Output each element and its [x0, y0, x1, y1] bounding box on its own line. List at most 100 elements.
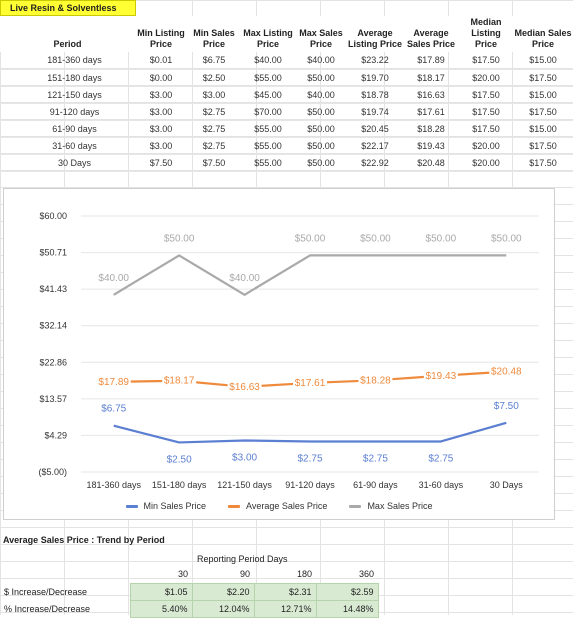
- sheet-title-cell[interactable]: Live Resin & Solventless: [0, 0, 136, 16]
- cell-min-listing-price[interactable]: $0.00: [135, 69, 187, 87]
- cell-period[interactable]: 61-90 days: [0, 120, 135, 138]
- cell-average-listing-price[interactable]: $22.17: [347, 137, 403, 155]
- cell-average-listing-price[interactable]: $18.78: [347, 86, 403, 104]
- trend-section-title[interactable]: Average Sales Price : Trend by Period: [3, 535, 165, 545]
- cell-max-sales-price[interactable]: $50.00: [295, 120, 347, 138]
- cell-period[interactable]: 151-180 days: [0, 69, 135, 87]
- cell-median-sales-price[interactable]: $17.50: [513, 69, 573, 87]
- cell-min-sales-price[interactable]: $6.75: [187, 52, 241, 70]
- series-line-0: [113, 421, 507, 444]
- cell-min-listing-price[interactable]: $3.00: [135, 103, 187, 121]
- cell-average-sales-price[interactable]: $18.28: [403, 120, 459, 138]
- cell-average-listing-price[interactable]: $19.70: [347, 69, 403, 87]
- trend-col-30[interactable]: 30: [177, 569, 188, 580]
- trend-cell[interactable]: $2.20: [191, 582, 255, 601]
- cell-average-sales-price[interactable]: $19.43: [403, 137, 459, 155]
- header-min-sales-price[interactable]: Min Sales Price: [187, 16, 241, 52]
- cell-period[interactable]: 181-360 days: [0, 52, 135, 70]
- cell-max-listing-price[interactable]: $55.00: [241, 69, 295, 87]
- cell-median-listing-price[interactable]: $17.50: [459, 103, 513, 121]
- trend-row-label[interactable]: % Increase/Decrease: [4, 603, 91, 614]
- cell-min-sales-price[interactable]: $2.75: [187, 103, 241, 121]
- cell-average-listing-price[interactable]: $22.92: [347, 154, 403, 172]
- cell-max-listing-price[interactable]: $55.00: [241, 137, 295, 155]
- cell-median-sales-price[interactable]: $17.50: [513, 103, 573, 121]
- cell-average-listing-price[interactable]: $23.22: [347, 52, 403, 70]
- trend-cell[interactable]: $2.59: [315, 582, 379, 601]
- cell-max-listing-price[interactable]: $40.00: [241, 52, 295, 70]
- header-median-sales-price[interactable]: Median Sales Price: [513, 16, 573, 52]
- cell-min-listing-price[interactable]: $7.50: [135, 154, 187, 172]
- header-max-listing-price[interactable]: Max Listing Price: [241, 16, 295, 52]
- trend-subtitle[interactable]: Reporting Period Days: [197, 554, 288, 564]
- cell-median-listing-price[interactable]: $17.50: [459, 120, 513, 138]
- cell-min-listing-price[interactable]: $3.00: [135, 86, 187, 104]
- cell-period[interactable]: 31-60 days: [0, 137, 135, 155]
- cell-average-sales-price[interactable]: $17.89: [403, 52, 459, 70]
- cell-min-sales-price[interactable]: $7.50: [187, 154, 241, 172]
- header-median-listing-price[interactable]: Median Listing Price: [459, 16, 513, 52]
- trend-col-90[interactable]: 90: [239, 569, 250, 580]
- cell-min-listing-price[interactable]: $0.01: [135, 52, 187, 70]
- cell-period[interactable]: 30 Days: [0, 154, 135, 172]
- cell-period[interactable]: 91-120 days: [0, 103, 135, 121]
- cell-median-sales-price[interactable]: $17.50: [513, 154, 573, 172]
- cell-max-sales-price[interactable]: $50.00: [295, 137, 347, 155]
- table-row: 181-360 days $0.01 $6.75 $40.00 $40.00 $23.22…: [0, 52, 573, 70]
- cell-min-sales-price[interactable]: $2.75: [187, 137, 241, 155]
- table-row: 30 Days $7.50 $7.50 $55.00 $50.00 $22.92 $20.4…: [0, 154, 573, 172]
- cell-median-listing-price[interactable]: $20.00: [459, 137, 513, 155]
- x-tick-label: 181-360 days: [86, 480, 141, 490]
- cell-average-listing-price[interactable]: $19.74: [347, 103, 403, 121]
- legend-item-min-sales[interactable]: Min Sales Price: [125, 499, 206, 513]
- cell-average-sales-price[interactable]: $17.61: [403, 103, 459, 121]
- cell-period[interactable]: 121-150 days: [0, 86, 135, 104]
- cell-median-listing-price[interactable]: $20.00: [459, 154, 513, 172]
- cell-max-sales-price[interactable]: $50.00: [295, 103, 347, 121]
- cell-average-sales-price[interactable]: $18.17: [403, 69, 459, 87]
- trend-cell[interactable]: $1.05: [129, 582, 193, 601]
- cell-min-listing-price[interactable]: $3.00: [135, 137, 187, 155]
- header-average-listing-price[interactable]: Average Listing Price: [347, 16, 403, 52]
- data-label-bg: [162, 374, 197, 387]
- header-max-sales-price[interactable]: Max Sales Price: [295, 16, 347, 52]
- header-min-listing-price[interactable]: Min Listing Price: [135, 16, 187, 52]
- trend-cell[interactable]: 5.40%: [129, 599, 193, 618]
- cell-min-listing-price[interactable]: $3.00: [135, 120, 187, 138]
- cell-median-sales-price[interactable]: $15.00: [513, 52, 573, 70]
- cell-median-listing-price[interactable]: $17.50: [459, 52, 513, 70]
- legend-item-average-sales[interactable]: Average Sales Price: [228, 499, 327, 513]
- cell-median-listing-price[interactable]: $20.00: [459, 69, 513, 87]
- cell-max-listing-price[interactable]: $45.00: [241, 86, 295, 104]
- cell-min-sales-price[interactable]: $2.50: [187, 69, 241, 87]
- cell-average-listing-price[interactable]: $20.45: [347, 120, 403, 138]
- cell-median-sales-price[interactable]: $15.00: [513, 120, 573, 138]
- cell-max-sales-price[interactable]: $50.00: [295, 154, 347, 172]
- cell-average-sales-price[interactable]: $16.63: [403, 86, 459, 104]
- trend-cell[interactable]: $2.31: [253, 582, 317, 601]
- price-trend-chart[interactable]: $60.00 $50.71 $41.43 $32.14 $22.86 $13.57 $4.2…: [3, 188, 555, 520]
- cell-max-listing-price[interactable]: $55.00: [241, 120, 295, 138]
- trend-col-180[interactable]: 180: [296, 569, 312, 580]
- x-tick-label: 61-90 days: [353, 480, 398, 490]
- cell-min-sales-price[interactable]: $3.00: [187, 86, 241, 104]
- trend-header-blank[interactable]: [0, 566, 130, 583]
- cell-max-listing-price[interactable]: $55.00: [241, 154, 295, 172]
- header-average-sales-price[interactable]: Average Sales Price: [403, 16, 459, 52]
- cell-max-sales-price[interactable]: $50.00: [295, 69, 347, 87]
- trend-cell[interactable]: 12.71%: [253, 599, 317, 618]
- trend-cell[interactable]: 12.04%: [191, 599, 255, 618]
- cell-min-sales-price[interactable]: $2.75: [187, 120, 241, 138]
- cell-max-listing-price[interactable]: $70.00: [241, 103, 295, 121]
- cell-median-sales-price[interactable]: $17.50: [513, 137, 573, 155]
- trend-col-360[interactable]: 360: [358, 569, 374, 580]
- header-period[interactable]: Period: [0, 16, 135, 52]
- legend-item-max-sales[interactable]: Max Sales Price: [349, 499, 432, 513]
- cell-average-sales-price[interactable]: $20.48: [403, 154, 459, 172]
- trend-cell[interactable]: 14.48%: [315, 599, 379, 618]
- cell-max-sales-price[interactable]: $40.00: [295, 86, 347, 104]
- cell-median-listing-price[interactable]: $17.50: [459, 86, 513, 104]
- cell-max-sales-price[interactable]: $40.00: [295, 52, 347, 70]
- cell-median-sales-price[interactable]: $15.00: [513, 86, 573, 104]
- trend-row-label[interactable]: $ Increase/Decrease: [4, 586, 88, 597]
